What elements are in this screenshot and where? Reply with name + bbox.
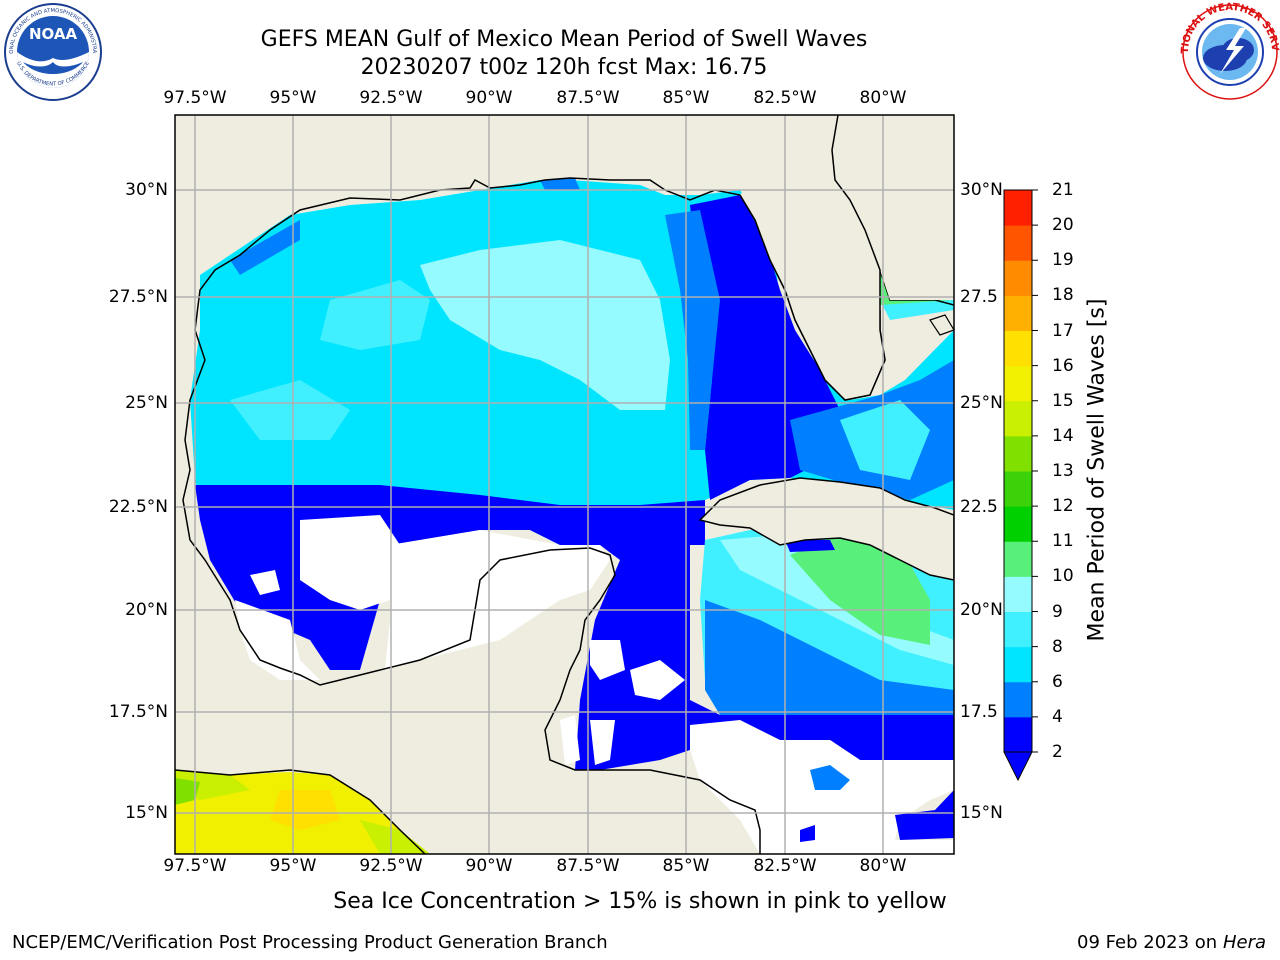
lon-tick-bottom: 95°W: [269, 856, 317, 876]
colorbar-tick-label: 6: [1052, 671, 1063, 692]
colorbar-tick-label: 4: [1052, 706, 1063, 727]
colorbar-band: [1004, 435, 1032, 472]
colorbar-band: [1004, 506, 1032, 542]
colorbar-tick-label: 10: [1052, 566, 1074, 587]
colorbar-tick-label: 19: [1052, 250, 1074, 271]
colorbar-tick-label: 2: [1052, 742, 1063, 762]
footer-date-text: 09 Feb 2023 on: [1077, 932, 1218, 953]
colorbar-band: [1004, 611, 1032, 648]
lat-tick-left: 15°N: [125, 803, 168, 823]
colorbar-tick-label: 9: [1052, 601, 1063, 622]
lon-tick-bottom: 90°W: [465, 856, 513, 876]
lat-tick-left: 27.5°N: [108, 287, 168, 307]
svg-text:NOAA: NOAA: [29, 25, 78, 43]
lon-tick-bottom: 85°W: [662, 856, 710, 876]
lat-tick-right: 20°N: [960, 600, 1003, 620]
footer-date: 09 Feb 2023 on Hera: [1077, 932, 1266, 953]
lon-tick-top: 85°W: [662, 88, 710, 108]
lat-tick-left: 25°N: [125, 393, 168, 413]
colorbar-band: [1004, 716, 1032, 753]
colorbar-band: [1004, 681, 1032, 718]
colorbar-band: [1004, 260, 1032, 296]
lat-tick-right: 22.5: [960, 497, 998, 517]
colorbar-band: [1004, 400, 1032, 437]
colorbar-band: [1004, 365, 1032, 402]
map-grid: [175, 115, 954, 854]
chart-title: GEFS MEAN Gulf of Mexico Mean Period of …: [260, 27, 868, 52]
colorbar-band: [1004, 576, 1032, 612]
colorbar-band: [1004, 295, 1032, 331]
colorbar-tick-label: 18: [1052, 285, 1074, 306]
lon-tick-bottom: 97.5°W: [163, 856, 227, 876]
chart-subtitle: 20230207 t00z 120h fcst Max: 16.75: [360, 55, 768, 80]
lon-tick-top: 87.5°W: [556, 88, 620, 108]
cuba-coastline: [698, 477, 954, 581]
sea-ice-note: Sea Ice Concentration > 15% is shown in …: [333, 889, 947, 914]
colorbar-tick-label: 20: [1052, 215, 1074, 236]
lon-tick-bottom: 82.5°W: [753, 856, 817, 876]
colorbar-band: [1004, 541, 1032, 577]
colorbar-band: [1004, 330, 1032, 367]
noaa-logo: NOAA NATIONAL OCEANIC AND ATMOSPHERIC AD…: [3, 2, 102, 101]
colorbar-tick-label: 17: [1052, 320, 1074, 341]
colorbar-tick-label: 12: [1052, 496, 1074, 517]
footer-host: Hera: [1222, 932, 1266, 953]
map-frame: [174, 114, 955, 855]
lon-tick-top: 80°W: [859, 88, 907, 108]
colorbar-tick-label: 14: [1052, 425, 1074, 446]
gulf-light-region: [420, 240, 670, 410]
lat-tick-right: 27.5: [960, 287, 998, 307]
colorbar-label: Mean Period of Swell Waves [s]: [1084, 298, 1110, 642]
nws-logo: NATIONAL WEATHER SERVICE: [1180, 2, 1280, 100]
colorbar-extend-min: [1003, 751, 1033, 782]
lat-tick-left: 17.5°N: [108, 702, 168, 722]
colorbar-tick-label: 11: [1052, 531, 1074, 552]
lat-tick-right: 25°N: [960, 393, 1003, 413]
colorbar-band: [1004, 471, 1032, 507]
lon-tick-top: 90°W: [465, 88, 513, 108]
colorbar-band: [1004, 225, 1032, 261]
lon-tick-top: 97.5°W: [163, 88, 227, 108]
lat-tick-right: 15°N: [960, 803, 1003, 823]
footer-credit: NCEP/EMC/Verification Post Processing Pr…: [12, 932, 608, 953]
lon-tick-top: 95°W: [269, 88, 317, 108]
lat-tick-right: 17.5: [960, 702, 998, 722]
map-area: [175, 115, 954, 854]
colorbar-tick-label: 15: [1052, 390, 1074, 411]
lon-tick-top: 92.5°W: [359, 88, 423, 108]
colorbar-tick-label: 21: [1052, 180, 1074, 200]
lat-tick-right: 30°N: [960, 180, 1003, 200]
lat-tick-left: 30°N: [125, 180, 168, 200]
colorbar-band: [1004, 646, 1032, 683]
lon-tick-bottom: 80°W: [859, 856, 907, 876]
colorbar-band: [1004, 190, 1032, 226]
colorbar-tick-label: 8: [1052, 636, 1063, 657]
colorbar-tick-label: 16: [1052, 355, 1074, 376]
colorbar: [1003, 189, 1038, 782]
lon-tick-bottom: 87.5°W: [556, 856, 620, 876]
colorbar-tick-label: 13: [1052, 461, 1074, 481]
lon-tick-bottom: 92.5°W: [359, 856, 423, 876]
lat-tick-left: 20°N: [125, 600, 168, 620]
lat-tick-left: 22.5°N: [108, 497, 168, 517]
lon-tick-top: 82.5°W: [753, 88, 817, 108]
